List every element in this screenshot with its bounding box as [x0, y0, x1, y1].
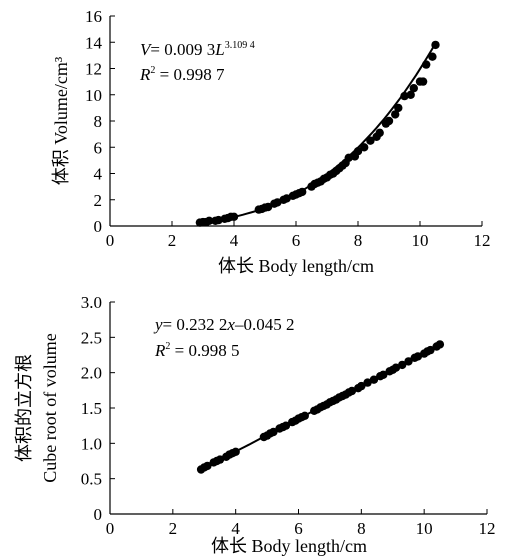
data-point	[298, 187, 307, 197]
chart1-r2-value: = 0.998 7	[155, 65, 225, 84]
chart1-r2-label: R	[139, 65, 151, 84]
x-tick-label: 4	[231, 519, 240, 538]
x-tick-label: 12	[479, 519, 496, 538]
chart2-r2-value: = 0.998 5	[170, 341, 239, 360]
data-point	[404, 357, 413, 366]
chart1-r2: R2 = 0.998 7	[139, 65, 225, 84]
chart2-r2-sup: 2	[165, 341, 170, 352]
y-tick-label: 8	[94, 112, 103, 131]
x-tick-label: 0	[106, 231, 115, 250]
data-point	[375, 128, 384, 137]
x-tick-label: 4	[230, 231, 239, 250]
chart2-tick-labels: 0 2 4 6 8 10 12 0 0.5 1.0 1.5 2.0 2.5 3.0	[81, 293, 496, 538]
data-point	[384, 116, 394, 126]
chart-volume: 0 2 4 6 8 10 12 0 2 4 6 8 10 12 14 16 V= 0.009 3L3.109 …	[51, 7, 491, 276]
data-point	[229, 212, 239, 221]
x-tick-label: 10	[412, 231, 429, 250]
x-tick-label: 8	[357, 519, 366, 538]
data-point	[379, 370, 388, 379]
data-point	[391, 110, 400, 119]
chart1-points	[195, 40, 440, 227]
data-point	[281, 421, 291, 430]
chart2-eq-var: x	[226, 315, 235, 334]
chart1-r2-sup: 2	[150, 65, 155, 76]
y-tick-label: 1.5	[81, 399, 102, 418]
chart2-points	[196, 340, 445, 474]
x-tick-label: 6	[294, 519, 303, 538]
chart1-fit-line	[199, 42, 437, 224]
x-tick-label: 0	[106, 519, 115, 538]
data-point	[426, 345, 435, 355]
y-tick-label: 2	[94, 191, 103, 210]
y-tick-label: 10	[85, 86, 102, 105]
data-point	[269, 427, 278, 437]
y-tick-label: 14	[85, 33, 103, 52]
chart1-x-label: 体长 Body length/cm	[218, 256, 374, 276]
y-tick-label: 12	[85, 60, 102, 79]
y-tick-label: 3.0	[81, 293, 102, 312]
data-point	[435, 340, 445, 349]
chart1-ticks	[110, 15, 483, 226]
y-tick-label: 0.5	[81, 470, 102, 489]
data-point	[431, 40, 440, 50]
chart1-eq-prefix: V	[140, 40, 153, 59]
data-point	[203, 461, 212, 471]
y-tick-label: 16	[85, 7, 102, 26]
data-point	[300, 411, 309, 420]
chart1-equation: V= 0.009 3L3.109 4	[140, 40, 255, 59]
data-point	[347, 386, 357, 396]
chart1-eq-exp: 3.109 4	[225, 40, 255, 51]
y-tick-label: 2.5	[81, 328, 102, 347]
y-tick-label: 2.0	[81, 364, 102, 383]
x-tick-label: 2	[169, 519, 178, 538]
chart1-eq-mid: = 0.009 3	[150, 40, 215, 59]
chart2-y-label: 体积的立方根	[14, 354, 34, 462]
data-point	[263, 202, 273, 212]
x-tick-label: 10	[416, 519, 433, 538]
chart2-r2: R2 = 0.998 5	[154, 341, 239, 360]
chart2-eq-tail: –0.045 2	[234, 315, 295, 334]
data-point	[353, 147, 363, 156]
data-point	[366, 136, 375, 145]
chart1-tick-labels: 0 2 4 6 8 10 12 0 2 4 6 8 10 12 14 16	[85, 7, 491, 250]
chart2-x-label: 体长 Body length/cm	[211, 536, 367, 556]
x-tick-label: 12	[474, 231, 491, 250]
chart-cube-root: 0 2 4 6 8 10 12 0 0.5 1.0 1.5 2.0 2.5 3.0 y= 0.232 2x…	[14, 293, 496, 556]
x-tick-label: 6	[292, 231, 301, 250]
data-point	[205, 216, 214, 225]
y-tick-label: 1.0	[81, 434, 102, 453]
chart2-eq-mid: = 0.232 2	[163, 315, 228, 334]
y-tick-label: 0	[94, 217, 103, 236]
data-point	[409, 84, 418, 93]
data-point	[418, 77, 428, 86]
data-point	[406, 90, 415, 100]
chart2-y-label-en: Cube root of volume	[40, 333, 60, 482]
y-tick-label: 0	[94, 505, 103, 524]
chart1-eq-var: L	[214, 40, 224, 59]
data-point	[357, 381, 366, 391]
data-point	[413, 352, 423, 361]
chart2-eq-prefix: y	[153, 315, 163, 334]
data-point	[231, 447, 240, 456]
chart2-r2-label: R	[154, 341, 166, 360]
data-point	[394, 103, 403, 113]
x-tick-label: 2	[168, 231, 177, 250]
y-tick-label: 4	[94, 165, 103, 184]
data-point	[360, 143, 369, 152]
data-point	[369, 375, 379, 384]
chart2-ticks	[110, 301, 488, 514]
data-point	[422, 60, 431, 69]
data-point	[391, 363, 401, 372]
chart1-y-label: 体积 Volume/cm³	[51, 56, 71, 185]
data-point	[428, 52, 437, 61]
data-point	[363, 378, 372, 387]
x-tick-label: 8	[354, 231, 363, 250]
chart2-equation: y= 0.232 2x–0.045 2	[153, 315, 294, 334]
y-tick-label: 6	[94, 138, 103, 157]
data-point	[398, 360, 407, 370]
